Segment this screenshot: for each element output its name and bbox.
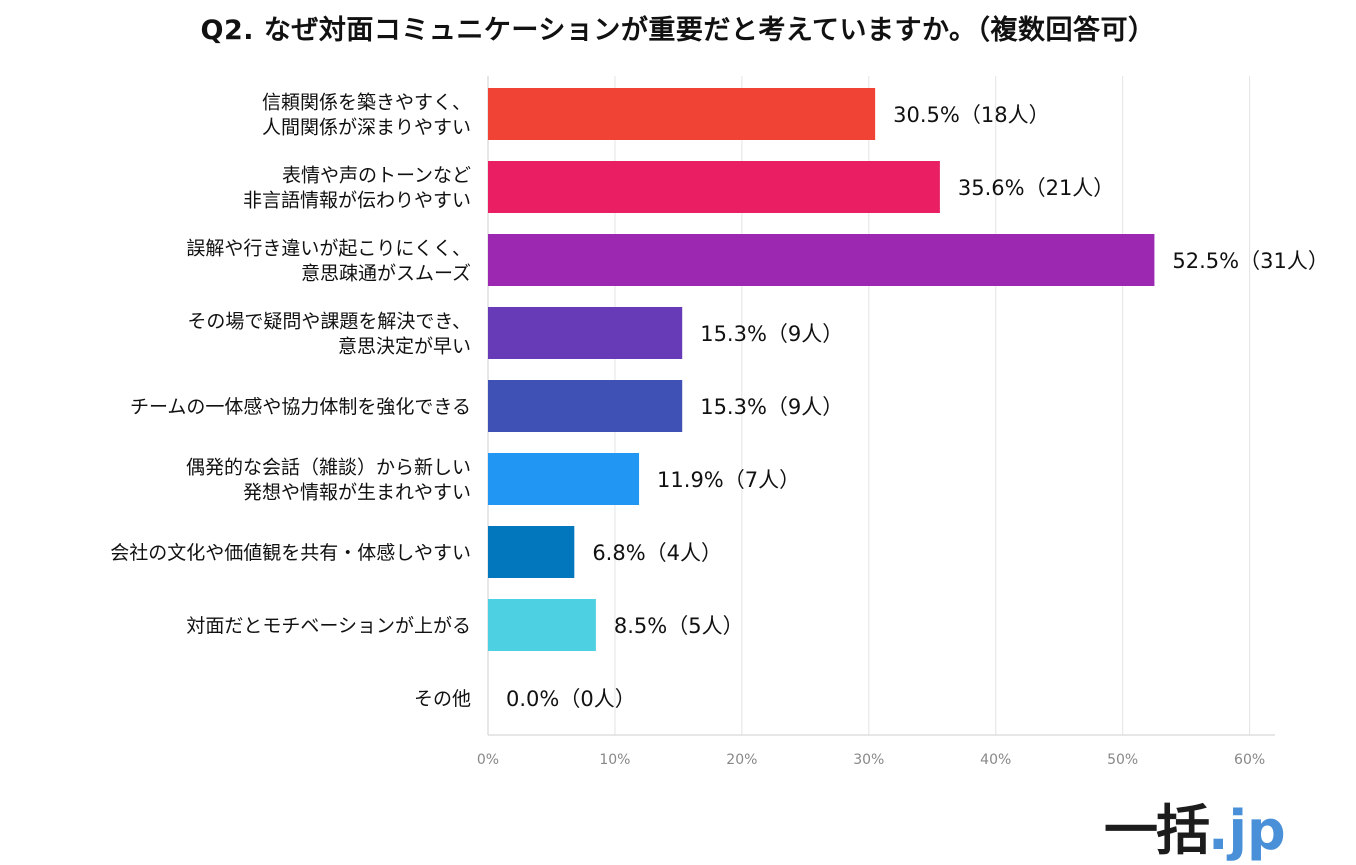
x-tick-label: 40% — [980, 752, 1011, 768]
x-tick-label: 60% — [1234, 752, 1265, 768]
data-label: 8.5%（5人） — [614, 614, 744, 638]
data-label: 35.6%（21人） — [958, 176, 1114, 200]
x-tick-label: 50% — [1107, 752, 1138, 768]
logo: 一括 . jp — [1104, 786, 1286, 862]
bar — [488, 161, 940, 213]
data-label: 15.3%（9人） — [700, 395, 843, 419]
bar — [488, 234, 1155, 286]
category-label: 誤解や行き違いが起こりにくく、 — [186, 238, 471, 260]
category-label: 人間関係が深まりやすい — [262, 117, 471, 139]
category-label: 意思疎通がスムーズ — [301, 263, 471, 285]
data-label: 15.3%（9人） — [700, 322, 843, 346]
bar — [488, 380, 683, 432]
category-label: 偶発的な会話（雑談）から新しい — [186, 457, 471, 479]
data-label: 0.0%（0人） — [506, 687, 636, 711]
category-label: 対面だとモチベーションが上がる — [186, 615, 471, 637]
category-label: その場で疑問や課題を解決でき、 — [187, 311, 471, 333]
bar — [488, 599, 596, 651]
category-label: チームの一体感や協力体制を強化できる — [130, 396, 471, 418]
category-label: 信頼関係を築きやすく、 — [262, 92, 471, 114]
bar — [488, 88, 876, 140]
x-tick-label: 30% — [853, 752, 884, 768]
bar — [488, 307, 683, 359]
data-label: 6.8%（4人） — [592, 541, 722, 565]
chart-title: Q2. なぜ対面コミュニケーションが重要だと考えていますか。（複数回答可） — [200, 15, 1156, 46]
category-label: 発想や情報が生まれやすい — [243, 482, 471, 504]
category-label: 非言語情報が伝わりやすい — [243, 190, 471, 212]
category-label: 意思決定が早い — [338, 336, 471, 358]
bar — [488, 526, 575, 578]
logo-main-text: 一括 — [1104, 799, 1210, 862]
x-tick-label: 20% — [726, 752, 757, 768]
data-label: 52.5%（31人） — [1172, 249, 1328, 273]
data-label: 30.5%（18人） — [893, 103, 1049, 127]
x-tick-label: 10% — [599, 752, 630, 768]
bar — [488, 453, 640, 505]
data-label: 11.9%（7人） — [657, 468, 800, 492]
logo-tld: jp — [1228, 799, 1286, 862]
category-label: 表情や声のトーンなど — [282, 165, 471, 187]
category-label: その他 — [414, 688, 471, 710]
category-label: 会社の文化や価値観を共有・体感しやすい — [110, 542, 471, 564]
x-tick-label: 0% — [477, 752, 499, 768]
logo-dot: . — [1208, 799, 1229, 862]
